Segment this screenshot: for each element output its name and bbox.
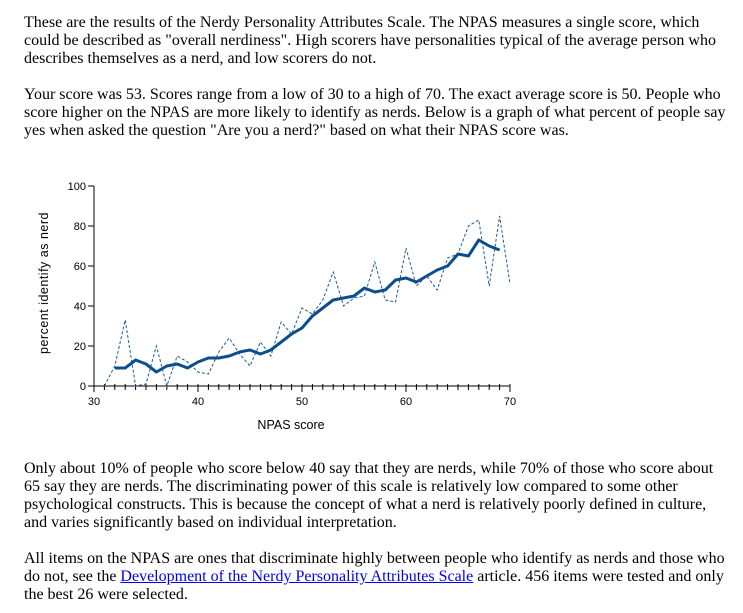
y-tick-label: 60 xyxy=(74,261,86,273)
items-text-after: article. 456 items were tested and only … xyxy=(24,568,724,603)
intro-paragraph: These are the results of the Nerdy Perso… xyxy=(24,14,716,67)
x-tick-label: 70 xyxy=(504,396,516,408)
items-text-before: All items on the NPAS are ones that disc… xyxy=(24,550,725,585)
x-tick-label: 60 xyxy=(400,396,412,408)
chart-axes xyxy=(88,185,511,392)
y-tick-label: 80 xyxy=(74,221,86,233)
npas-chart: 0 20 40 60 80 100 30 40 50 60 70 percent identify… xyxy=(37,181,516,432)
smoothed-series-line xyxy=(114,238,501,374)
x-tick-label: 30 xyxy=(88,396,100,408)
y-tick-label: 20 xyxy=(74,341,86,353)
y-tick-label: 100 xyxy=(68,181,86,193)
development-article-link[interactable]: Development of the Nerdy Personality Att… xyxy=(120,568,474,585)
x-tick-label: 50 xyxy=(296,396,308,408)
raw-series-line xyxy=(103,215,511,388)
explanation-paragraph: Only about 10% of people who score below… xyxy=(24,460,714,531)
x-axis-label: NPAS score xyxy=(257,418,324,432)
x-tick-label: 40 xyxy=(192,396,204,408)
y-tick-label: 40 xyxy=(74,301,86,313)
y-axis-label: percent identify as nerd xyxy=(37,212,51,354)
score-paragraph: Your score was 53. Scores range from a l… xyxy=(24,86,726,139)
items-paragraph: All items on the NPAS are ones that disc… xyxy=(24,550,729,604)
y-tick-label: 0 xyxy=(80,381,86,393)
